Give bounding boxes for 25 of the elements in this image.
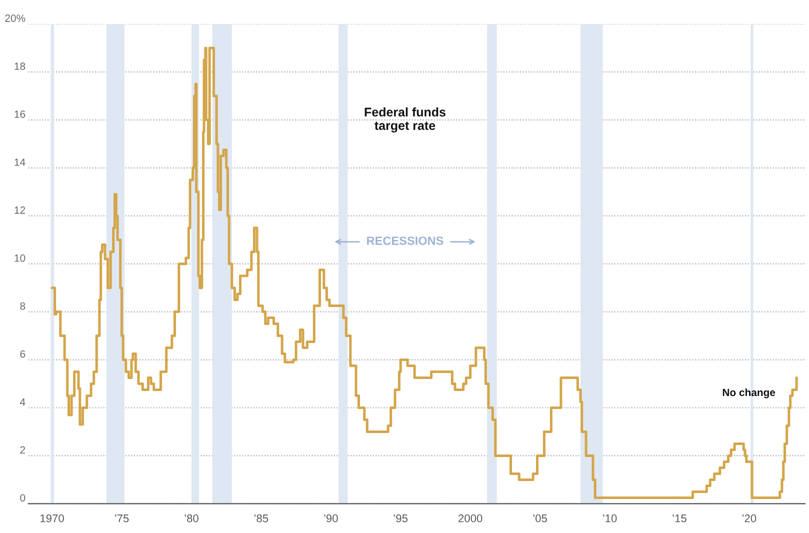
y-tick-label: 20% (5, 14, 26, 22)
x-tick-label: ’10 (603, 514, 617, 522)
x-tick-label: ’15 (672, 514, 686, 522)
y-tick-label: 12 (14, 206, 26, 214)
y-tick-label: 4 (20, 398, 26, 406)
y-tick-label: 18 (14, 62, 26, 70)
x-tick-label: ’90 (324, 514, 338, 522)
x-tick-label: ’20 (742, 514, 756, 522)
annotation: RECESSIONS (367, 236, 444, 245)
annotation: Federal funds target rate (364, 107, 446, 133)
x-tick-label: ’85 (254, 514, 268, 522)
x-tick-label: ’75 (115, 514, 129, 522)
y-tick-label: 8 (20, 302, 26, 310)
y-tick-label: 2 (20, 446, 26, 454)
x-tick-label: 1970 (40, 514, 64, 522)
y-tick-label: 16 (14, 110, 26, 118)
y-tick-label: 6 (20, 350, 26, 358)
x-tick-label: ’05 (533, 514, 547, 522)
annotation: No change (722, 388, 776, 398)
y-tick-label: 0 (20, 494, 26, 502)
x-tick-label: ’80 (184, 514, 198, 522)
y-tick-label: 10 (14, 254, 26, 262)
y-tick-label: 14 (14, 158, 26, 166)
x-tick-label: 2000 (458, 514, 482, 522)
x-tick-label: ’95 (394, 514, 408, 522)
